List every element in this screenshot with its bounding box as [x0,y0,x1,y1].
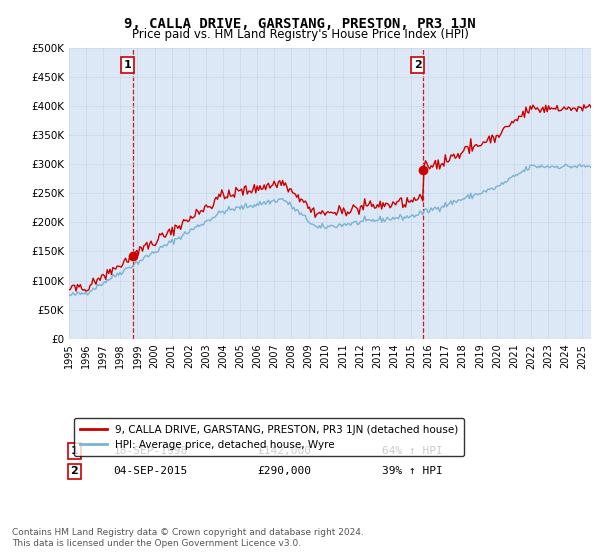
Text: 64% ↑ HPI: 64% ↑ HPI [382,446,443,456]
Text: £290,000: £290,000 [257,466,311,477]
Text: 39% ↑ HPI: 39% ↑ HPI [382,466,443,477]
Text: 1: 1 [124,60,131,70]
Text: £142,000: £142,000 [257,446,311,456]
Text: Contains HM Land Registry data © Crown copyright and database right 2024.
This d: Contains HM Land Registry data © Crown c… [12,528,364,548]
Text: 9, CALLA DRIVE, GARSTANG, PRESTON, PR3 1JN: 9, CALLA DRIVE, GARSTANG, PRESTON, PR3 1… [124,17,476,31]
Legend: 9, CALLA DRIVE, GARSTANG, PRESTON, PR3 1JN (detached house), HPI: Average price,: 9, CALLA DRIVE, GARSTANG, PRESTON, PR3 1… [74,418,464,456]
Text: 2: 2 [414,60,422,70]
Text: Price paid vs. HM Land Registry's House Price Index (HPI): Price paid vs. HM Land Registry's House … [131,28,469,41]
Text: 2: 2 [70,466,78,477]
Text: 18-SEP-1998: 18-SEP-1998 [113,446,188,456]
Text: 04-SEP-2015: 04-SEP-2015 [113,466,188,477]
Text: 1: 1 [70,446,78,456]
